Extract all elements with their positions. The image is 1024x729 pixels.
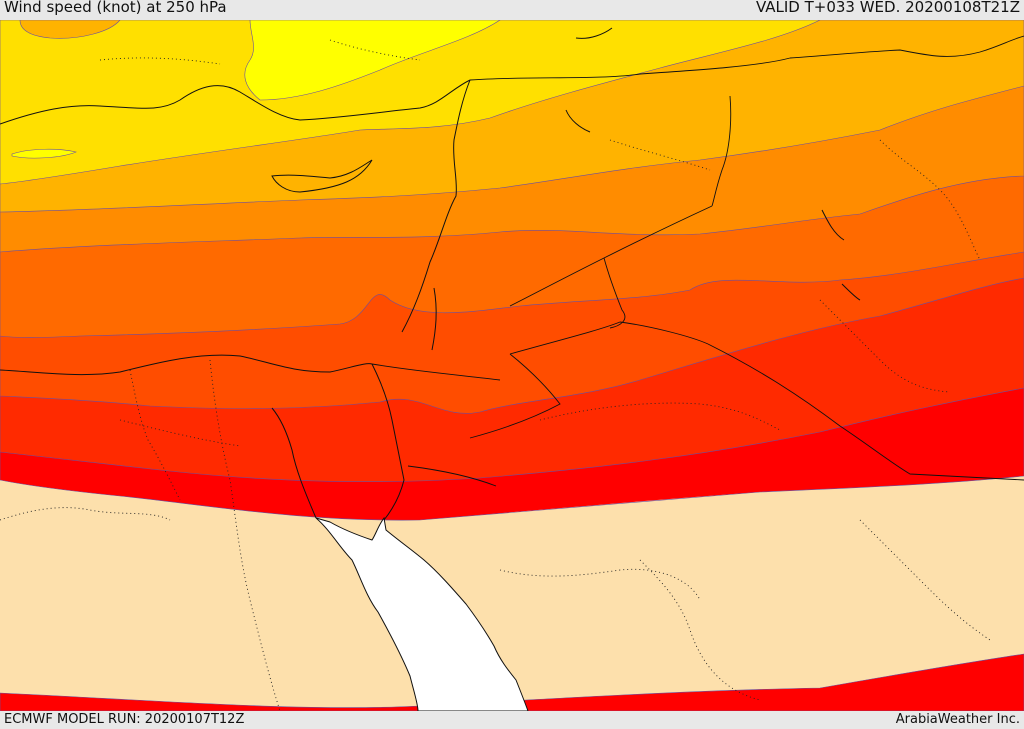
red-sea <box>315 516 529 711</box>
band-1 <box>244 20 501 101</box>
footer-bar: ECMWF MODEL RUN: 20200107T12Z ArabiaWeat… <box>0 711 1024 729</box>
band-8-bottom <box>0 653 1024 711</box>
band-1-small <box>11 148 77 159</box>
model-run-label: ECMWF MODEL RUN: 20200107T12Z <box>4 712 245 727</box>
coastlines <box>0 27 861 521</box>
political-borders <box>371 35 1024 487</box>
credit-label: ArabiaWeather Inc. <box>895 712 1020 727</box>
wind-speed-map[interactable] <box>0 20 1024 711</box>
provincial-borders <box>0 39 991 711</box>
header-bar: Wind speed (knot) at 250 hPa VALID T+033… <box>0 0 1024 20</box>
band-3-patch <box>19 20 121 39</box>
map-canvas <box>0 20 1024 711</box>
map-title: Wind speed (knot) at 250 hPa <box>4 0 227 16</box>
band-2 <box>0 20 821 185</box>
valid-time: VALID T+033 WED. 20200108T21Z <box>755 0 1020 16</box>
